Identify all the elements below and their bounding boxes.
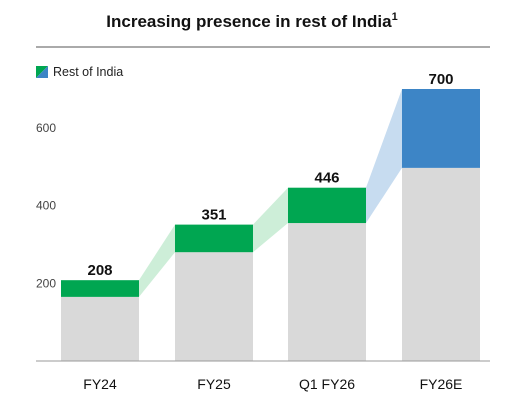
x-tick-label: FY26E xyxy=(420,376,463,392)
data-labels: 208 351 446 700 xyxy=(87,71,453,279)
bar-rest-of-india xyxy=(402,89,480,168)
connector-band xyxy=(253,187,288,253)
legend-swatch xyxy=(36,66,48,78)
data-label: 208 xyxy=(87,262,112,279)
bar-rest-of-india xyxy=(288,187,366,224)
chart-title-text: Increasing presence in rest of India xyxy=(106,12,392,31)
connectors xyxy=(139,89,402,297)
bar-base xyxy=(175,252,253,361)
x-tick-label: FY24 xyxy=(83,376,117,392)
data-label: 446 xyxy=(314,170,339,187)
bar-base xyxy=(61,296,139,361)
x-tick-label: FY25 xyxy=(197,376,231,392)
y-tick-label: 600 xyxy=(36,121,56,135)
connector-band xyxy=(139,224,175,297)
y-tick-label: 200 xyxy=(36,276,56,290)
bar-rest-of-india xyxy=(175,224,253,253)
connector-band xyxy=(366,89,402,224)
bar-base xyxy=(402,167,480,361)
x-axis: FY24 FY25 Q1 FY26 FY26E xyxy=(83,376,462,392)
data-label: 351 xyxy=(201,207,226,224)
x-tick-label: Q1 FY26 xyxy=(299,376,355,392)
bar-base xyxy=(288,223,366,361)
legend-label: Rest of India xyxy=(53,65,123,79)
y-tick-label: 400 xyxy=(36,199,56,213)
legend: Rest of India xyxy=(36,65,123,79)
data-label: 700 xyxy=(428,71,453,88)
chart-title-superscript: 1 xyxy=(392,11,398,23)
bars xyxy=(61,89,480,361)
y-axis: 200 400 600 xyxy=(36,121,56,290)
chart-title: Increasing presence in rest of India1 xyxy=(106,11,397,31)
bar-rest-of-india xyxy=(61,280,139,297)
